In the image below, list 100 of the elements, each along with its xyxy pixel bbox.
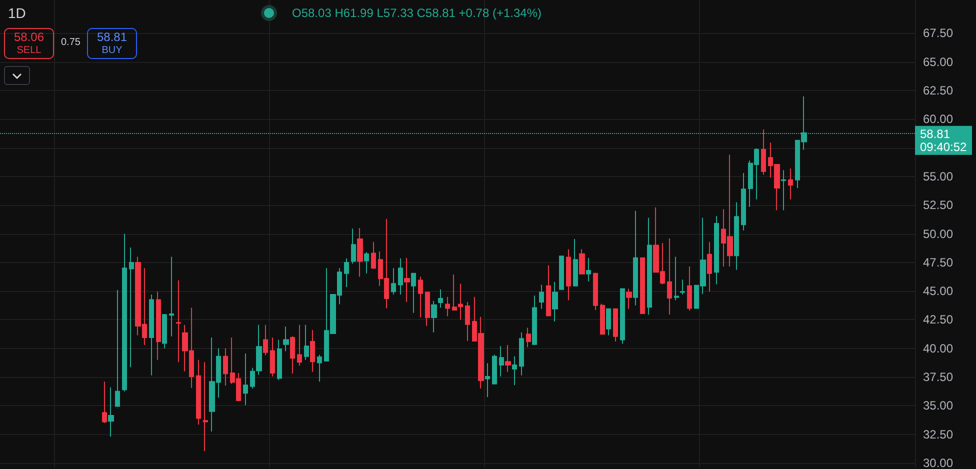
- candlestick: [297, 324, 302, 366]
- y-tick-label: 52.50: [923, 198, 954, 212]
- candlestick: [552, 281, 558, 322]
- annotation: 58.06: [14, 30, 44, 44]
- y-tick-label: 45.00: [923, 284, 954, 298]
- candlestick: [485, 362, 490, 398]
- annotation: 0.75: [61, 37, 80, 48]
- buy-button: 58.81 BUY: [87, 28, 137, 59]
- candlestick: [169, 256, 174, 337]
- candlestick: [546, 264, 551, 317]
- candlestick: [499, 346, 504, 377]
- annotation: 58.81: [96, 30, 128, 44]
- candlestick: [129, 247, 134, 368]
- candlestick: [162, 314, 167, 349]
- candlestick: [539, 284, 544, 310]
- candlestick: [357, 228, 363, 278]
- y-tick-label: 30.00: [923, 456, 954, 469]
- candlestick: [304, 324, 309, 360]
- candlestick: [277, 339, 282, 380]
- y-tick-label: 65.00: [923, 54, 954, 69]
- y-tick-label: 37.50: [923, 370, 954, 384]
- candlestick: [707, 241, 712, 292]
- candlestick: [270, 337, 275, 377]
- candlestick: [438, 288, 443, 308]
- candlestick: [512, 356, 517, 386]
- candlestick: [788, 168, 793, 200]
- candlestick: [317, 354, 322, 382]
- candlestick: [310, 330, 315, 372]
- candlestick: [156, 291, 161, 360]
- y-tick-label: 47.50: [923, 255, 954, 270]
- candlestick: [391, 268, 396, 296]
- candlestick: [559, 256, 564, 290]
- ref-line-label: 58.81: [920, 126, 950, 141]
- candlestick: [579, 248, 585, 275]
- candlestick: [781, 170, 786, 211]
- candlestick: [674, 256, 679, 301]
- candlestick: [687, 266, 692, 312]
- candlestick: [418, 276, 423, 318]
- candlestick: [492, 354, 497, 384]
- candlestick: [122, 233, 127, 392]
- candlestick: [404, 257, 410, 302]
- candlestick: [203, 362, 208, 452]
- candlestick: [411, 272, 416, 314]
- candlestick: [283, 326, 289, 352]
- y-tick-label: 50.00: [923, 226, 954, 241]
- candlestick: [344, 258, 349, 288]
- candlestick: [667, 238, 672, 316]
- candlestick: [256, 324, 262, 376]
- y-tick-label: 67.50: [923, 26, 954, 40]
- candlestick: [176, 280, 181, 363]
- candlestick: [613, 308, 618, 342]
- candlestick: [532, 295, 537, 346]
- y-tick-label: 62.50: [923, 84, 954, 98]
- candlestick: [633, 210, 638, 306]
- candlestick: [647, 217, 652, 316]
- y-tick-label: 55.00: [923, 169, 954, 184]
- candlestick: [351, 228, 356, 264]
- candlestick: [398, 258, 403, 296]
- candlestick: [223, 348, 228, 386]
- candlestick: [741, 172, 746, 231]
- candlestick: [431, 300, 437, 333]
- candlestick: [196, 359, 201, 426]
- candlestick: [640, 257, 645, 315]
- candlestick: [519, 332, 524, 376]
- candlestick: [734, 202, 739, 270]
- candlestick: [505, 344, 511, 372]
- candlestick: [364, 252, 369, 274]
- sell-button: 58.06 SELL: [4, 28, 54, 59]
- y-tick-label: 32.50: [923, 427, 954, 442]
- chart-title: 1D: [8, 5, 26, 21]
- candlestick: [620, 288, 625, 344]
- annotation: SELL: [16, 44, 42, 56]
- candlestick: [371, 241, 376, 270]
- candlestick: [243, 353, 248, 406]
- text: O58.03 H61.99 L57.33 C58.81 +0.78 (+1.34%): [292, 6, 542, 20]
- candlestick: [626, 288, 632, 310]
- candlestick: [714, 216, 719, 285]
- candlestick: [586, 257, 591, 282]
- candlestick: [250, 367, 255, 390]
- candlestick: [680, 279, 685, 296]
- y-tick-label: 42.50: [923, 312, 954, 327]
- text: 09:40:52: [920, 140, 968, 154]
- candlestick: [566, 248, 571, 301]
- candlestick: [102, 381, 107, 424]
- candlestick: [263, 324, 268, 356]
- candlestick: [445, 296, 450, 317]
- candlestick: [108, 386, 114, 438]
- candlestick: [526, 327, 531, 348]
- candlestick: [761, 129, 766, 176]
- candlestick: [600, 303, 605, 336]
- y-tick-label: 60.00: [923, 112, 954, 126]
- candlestick: [425, 292, 430, 327]
- candlestick: [465, 301, 470, 342]
- candlestick: [573, 238, 578, 286]
- candlestick: [593, 272, 598, 311]
- candlestick: [115, 289, 120, 408]
- candlestick: [290, 336, 295, 374]
- candlestick: [149, 294, 154, 376]
- candlestick: [606, 308, 611, 336]
- y-tick-label: 35.00: [923, 398, 954, 413]
